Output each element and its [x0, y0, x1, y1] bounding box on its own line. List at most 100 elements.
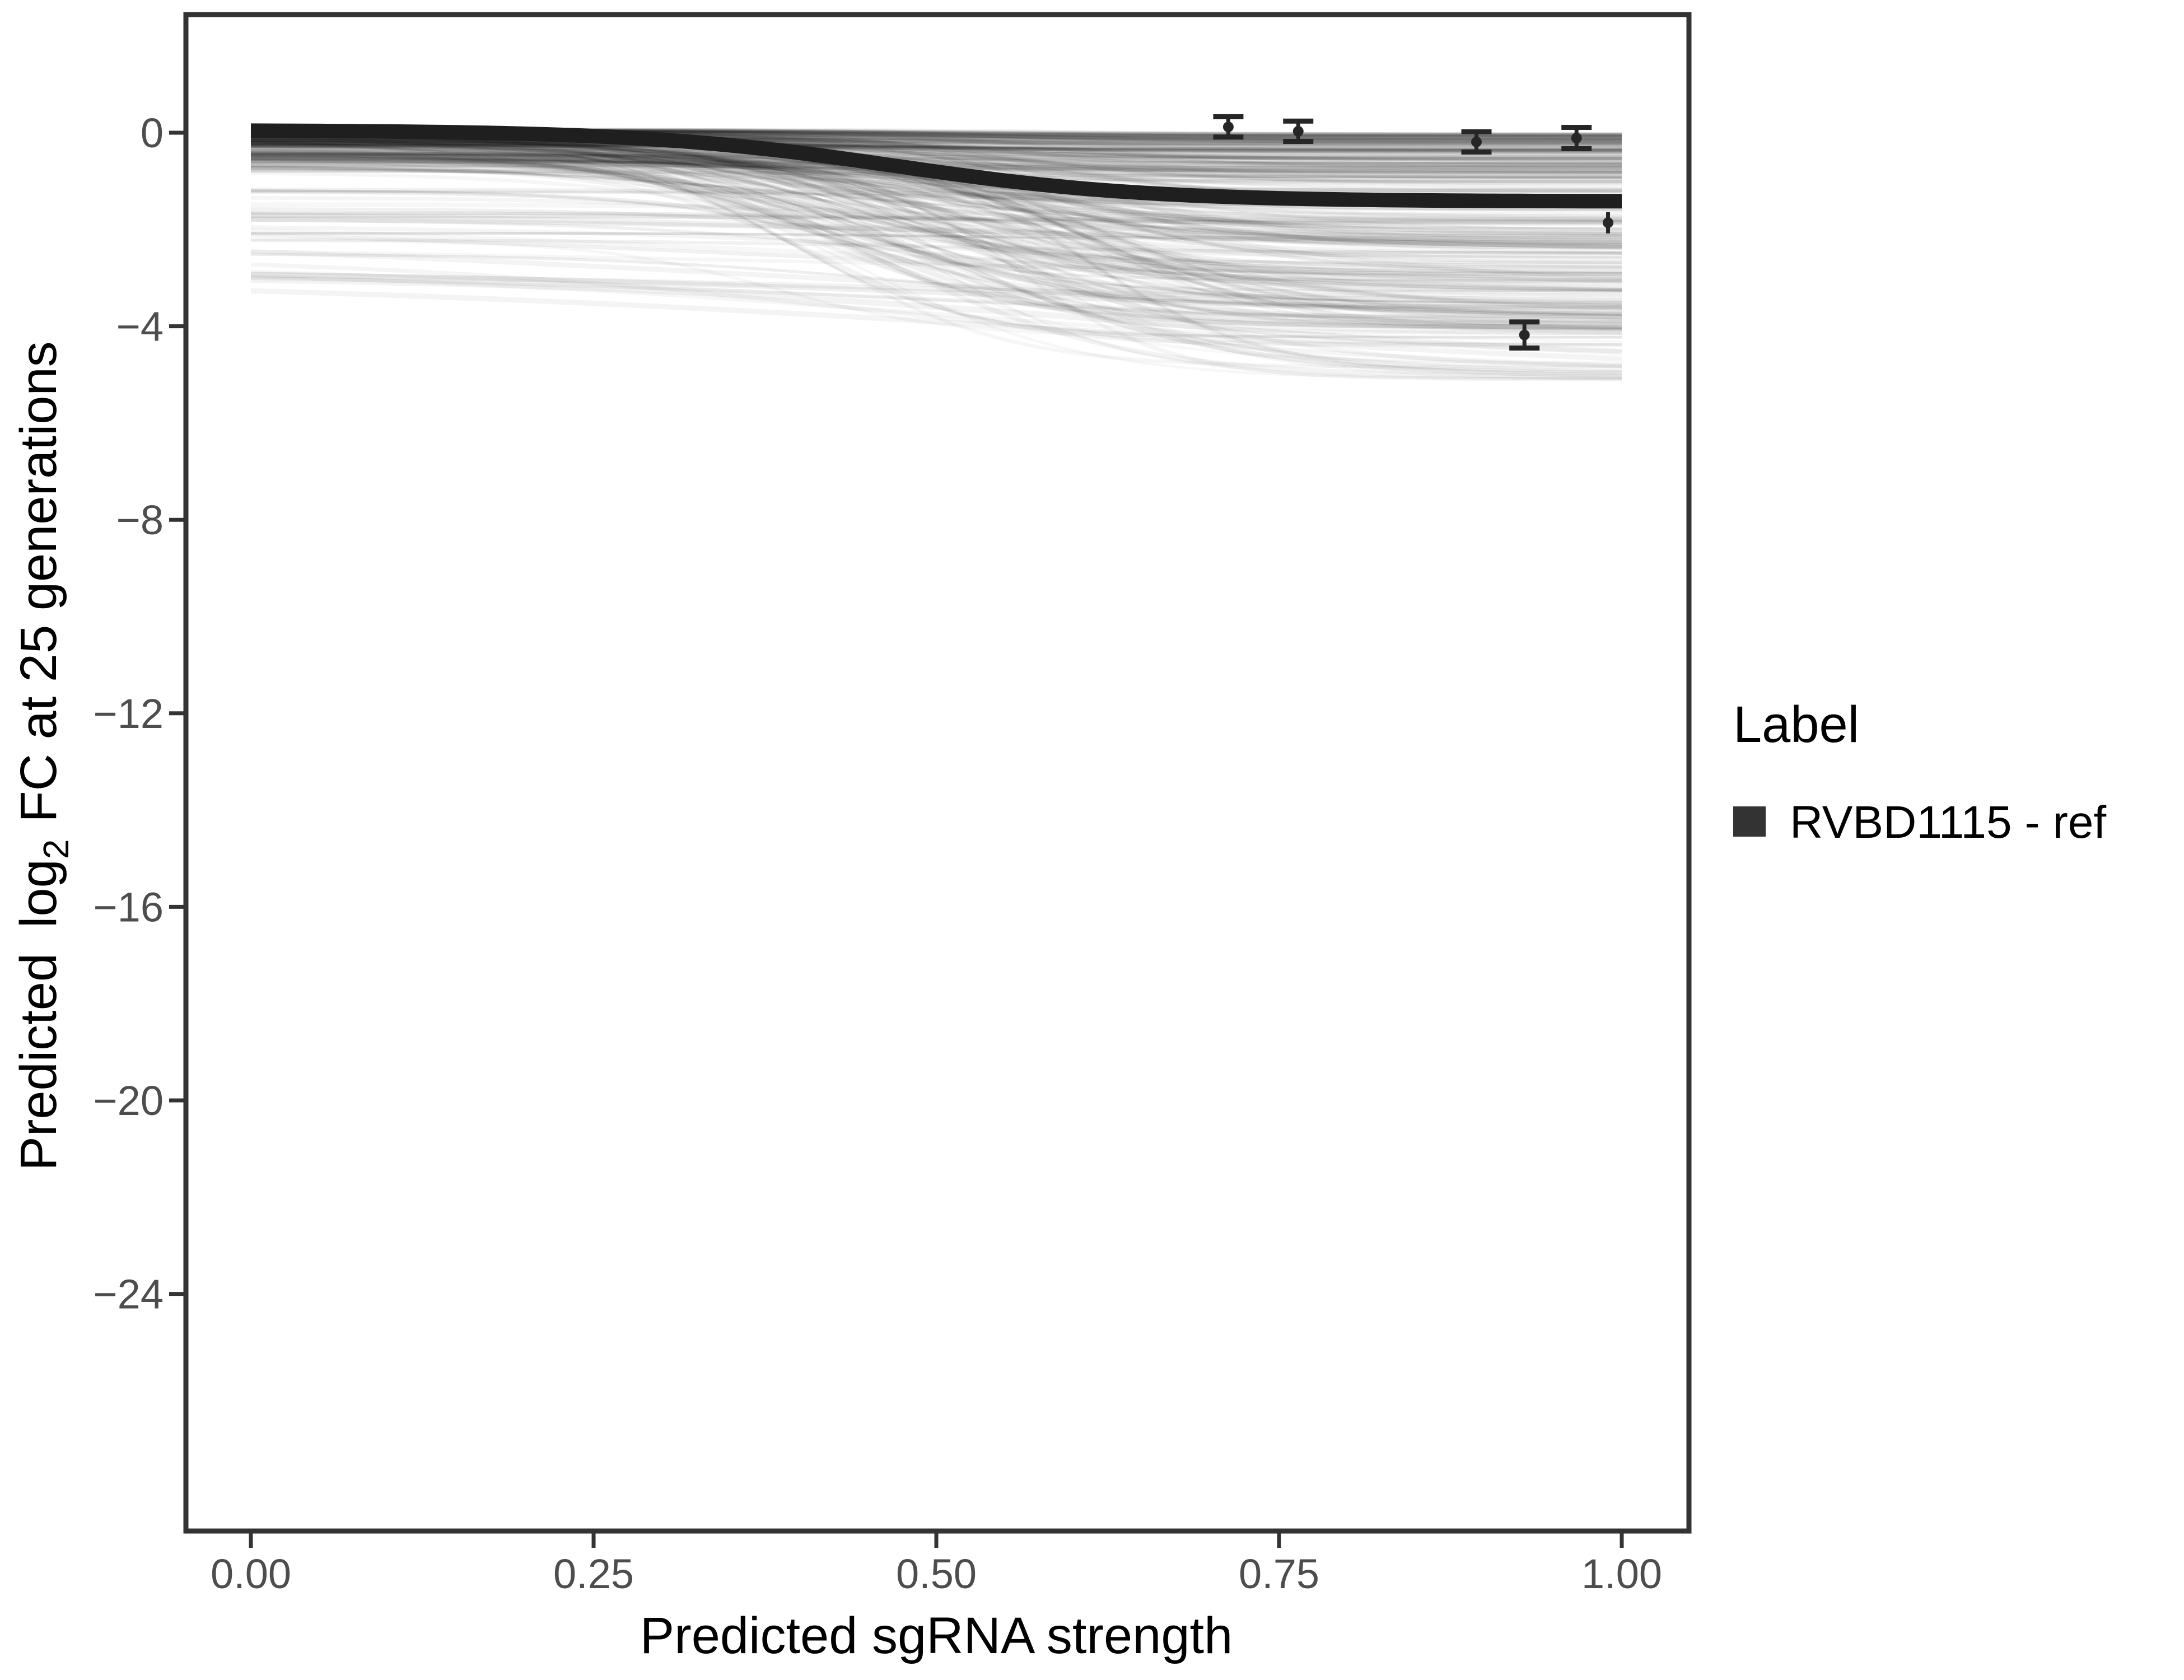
- x-tick-label: 1.00: [1581, 1551, 1662, 1597]
- ensemble-curve: [251, 138, 1622, 148]
- ensemble-curve: [251, 143, 1622, 161]
- ensemble-curve: [251, 153, 1622, 162]
- ensemble-curve: [251, 150, 1622, 264]
- ensemble-curve: [250, 217, 1622, 250]
- ensemble-curve: [250, 152, 1622, 379]
- ensemble-curve: [251, 143, 1622, 154]
- ensemble-curve: [250, 238, 1622, 255]
- ensemble-curve: [250, 143, 1622, 329]
- ensemble-curve: [251, 141, 1622, 301]
- ensemble-curve: [250, 136, 1622, 231]
- ensemble-curve: [250, 131, 1622, 250]
- legend-key-square: [1733, 806, 1766, 837]
- ensemble-curve: [250, 158, 1622, 222]
- ensemble-curve: [250, 136, 1622, 339]
- ensemble-curve: [250, 141, 1622, 226]
- error-bar-point: [1213, 114, 1244, 140]
- ensemble-curve: [250, 139, 1622, 292]
- ensemble-curve: [251, 139, 1622, 150]
- y-axis-ticks: 0 −4 −8 −12 −16 −20 −24: [93, 110, 184, 1318]
- data-point-marker: [1571, 133, 1582, 144]
- ensemble-curve: [250, 143, 1622, 329]
- ensemble-curve: [250, 166, 1622, 237]
- ensemble-curve: [250, 141, 1622, 218]
- ensemble-curve: [250, 153, 1622, 254]
- ensemble-curve: [251, 213, 1622, 222]
- ensemble-curve: [250, 233, 1622, 292]
- x-axis-title: Predicted sgRNA strength: [640, 1607, 1233, 1664]
- ensemble-curve: [250, 166, 1622, 211]
- error-bar-point: [1283, 118, 1314, 144]
- ensemble-curve: [251, 141, 1622, 317]
- y-tick-label: −16: [93, 884, 164, 930]
- error-bar-point: [1461, 129, 1492, 155]
- ensemble-curve: [251, 144, 1622, 153]
- ensemble-curve: [250, 142, 1622, 258]
- ensemble-curve: [251, 232, 1622, 241]
- legend: Label RVBD1115 - ref: [1733, 696, 2106, 848]
- ensemble-curve: [251, 151, 1622, 308]
- ensemble-curve: [251, 143, 1622, 180]
- y-tick-label: −24: [93, 1271, 164, 1318]
- ensemble-curve: [250, 158, 1622, 248]
- ensemble-curve: [250, 137, 1622, 293]
- ensemble-curve: [250, 138, 1622, 240]
- ensemble-curve: [250, 137, 1622, 309]
- ensemble-curve: [250, 136, 1622, 309]
- ensemble-curve: [250, 141, 1622, 307]
- x-tick-label: 0.25: [553, 1551, 634, 1597]
- y-tick-label: −4: [116, 304, 164, 350]
- data-point-marker: [1471, 136, 1482, 147]
- ensemble-curve: [250, 130, 1622, 330]
- y-axis-title: Predictedlog2FC at 25 generations: [10, 341, 76, 1170]
- ensemble-curve: [250, 166, 1622, 347]
- ensemble-curve: [250, 139, 1622, 305]
- ensemble-curve: [251, 161, 1622, 211]
- ensemble-curve: [250, 130, 1622, 311]
- ensemble-curve: [250, 272, 1622, 306]
- ensemble-curve: [250, 225, 1622, 284]
- ensemble-curve: [251, 141, 1622, 276]
- ensemble-curve: [250, 253, 1622, 311]
- ensemble-curve: [250, 144, 1622, 281]
- ensemble-curve: [250, 164, 1622, 194]
- ensemble-curve: [250, 139, 1622, 282]
- x-tick-label: 0.00: [211, 1551, 291, 1597]
- ensemble-curve: [250, 143, 1622, 368]
- ensemble-curve: [250, 145, 1622, 274]
- ensemble-curve: [250, 272, 1622, 320]
- ensemble-curve: [251, 139, 1622, 161]
- data-point-marker: [1222, 122, 1234, 133]
- ensemble-curve: [250, 146, 1622, 282]
- ensemble-curve: [250, 150, 1622, 316]
- ensemble-curve: [251, 216, 1622, 225]
- ensemble-curve: [251, 139, 1622, 174]
- ensemble-curve: [250, 218, 1622, 283]
- ensemble-curve: [251, 156, 1622, 292]
- ensemble-curve: [251, 148, 1622, 158]
- ensemble-curve: [250, 277, 1622, 355]
- ensemble-curve: [250, 165, 1622, 222]
- ensemble-curve: [251, 138, 1622, 179]
- data-point-marker: [1519, 329, 1530, 340]
- ensemble-curve: [250, 288, 1622, 362]
- ensemble-curve: [250, 144, 1622, 319]
- ensemble-curve: [250, 152, 1622, 275]
- ensemble-curve: [251, 151, 1622, 160]
- ensemble-curve: [250, 139, 1622, 293]
- ensemble-curve: [251, 231, 1622, 239]
- ensemble-curve: [250, 276, 1622, 331]
- ensemble-curve: [250, 137, 1622, 287]
- panel-border: [183, 12, 1692, 1534]
- ensemble-curve: [250, 137, 1622, 291]
- ensemble-curve: [251, 139, 1622, 152]
- error-bar-points: [1213, 114, 1614, 351]
- ensemble-curve: [251, 138, 1622, 174]
- ensemble-curve: [251, 151, 1622, 381]
- error-bar-point: [1603, 212, 1614, 234]
- ensemble-curve: [250, 142, 1622, 324]
- legend-entry-label: RVBD1115 - ref: [1790, 797, 2106, 848]
- error-bar-point: [1509, 319, 1540, 351]
- ensemble-curve: [250, 140, 1622, 155]
